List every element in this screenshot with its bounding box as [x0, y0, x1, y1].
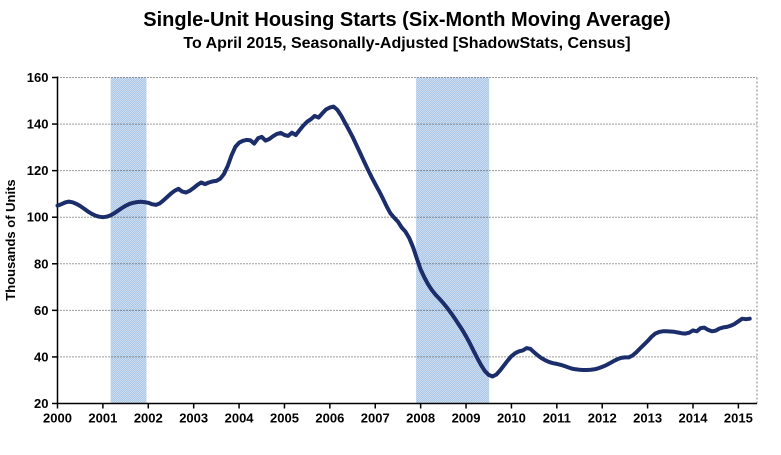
x-tick-label: 2014	[679, 411, 709, 426]
chart-subtitle: To April 2015, Seasonally-Adjusted [Shad…	[183, 35, 631, 52]
x-tick-label: 2007	[361, 411, 390, 426]
y-tick-label: 20	[34, 396, 48, 411]
x-tick-label: 2005	[270, 411, 299, 426]
chart-title: Single-Unit Housing Starts (Six-Month Mo…	[143, 9, 671, 31]
x-tick-label: 2001	[88, 411, 117, 426]
y-axis-title: Thousands of Units	[3, 179, 18, 300]
x-tick-label: 2002	[134, 411, 163, 426]
x-tick-label: 2009	[452, 411, 481, 426]
data-line	[55, 104, 752, 379]
x-tick-label: 2013	[633, 411, 662, 426]
x-tick-label: 2010	[497, 411, 526, 426]
x-tick-label: 2012	[588, 411, 617, 426]
y-tick-label: 60	[34, 303, 48, 318]
x-tick-label: 2011	[543, 411, 571, 426]
x-tick-label: 2008	[406, 411, 435, 426]
y-tick-label: 40	[34, 349, 48, 364]
y-tick-label: 120	[27, 163, 49, 178]
y-tick-label: 100	[27, 210, 49, 225]
x-tick-label: 2015	[724, 411, 753, 426]
recession-band	[110, 77, 147, 404]
recession-band	[416, 77, 490, 404]
x-tick-label: 2006	[315, 411, 344, 426]
y-tick-label: 160	[27, 70, 49, 85]
y-tick-label: 80	[34, 256, 48, 271]
x-tick-label: 2000	[43, 411, 72, 426]
x-tick-label: 2003	[179, 411, 208, 426]
x-tick-label: 2004	[225, 411, 255, 426]
y-tick-label: 140	[27, 117, 49, 132]
